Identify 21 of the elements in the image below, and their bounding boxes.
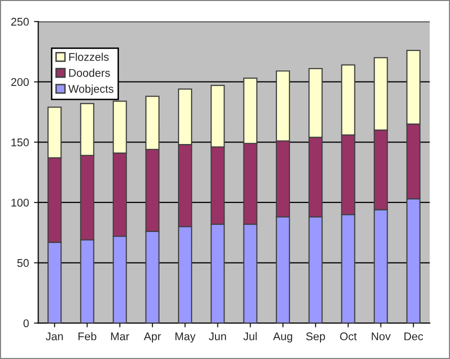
legend-label: Flozzels xyxy=(69,52,109,61)
x-tick-label: Mar xyxy=(111,332,130,340)
x-tick-label: Aug xyxy=(273,332,292,342)
x-tick-label: Apr xyxy=(144,332,161,342)
y-tick-label: 250 xyxy=(11,18,29,26)
x-tick-label: May xyxy=(175,332,196,342)
x-tick-label: Jan xyxy=(46,332,63,340)
x-tick-label: Sep xyxy=(306,332,325,342)
x-tick-label: Feb xyxy=(78,332,96,340)
y-tick-label: 200 xyxy=(11,78,29,86)
y-tick-label: 50 xyxy=(17,259,29,267)
y-tick-label: 150 xyxy=(12,138,29,146)
x-tick-label: Jul xyxy=(243,332,257,340)
x-tick-label: Nov xyxy=(372,332,391,340)
y-tick-label: 0 xyxy=(23,319,29,328)
x-tick-label: Oct xyxy=(340,332,357,340)
x-tick-label: Dec xyxy=(404,332,424,340)
legend-label: Dooders xyxy=(69,68,110,77)
legend-label: Wobjects xyxy=(68,84,114,96)
y-tick-label: 100 xyxy=(12,198,29,207)
x-tick-label: Jun xyxy=(208,332,226,340)
